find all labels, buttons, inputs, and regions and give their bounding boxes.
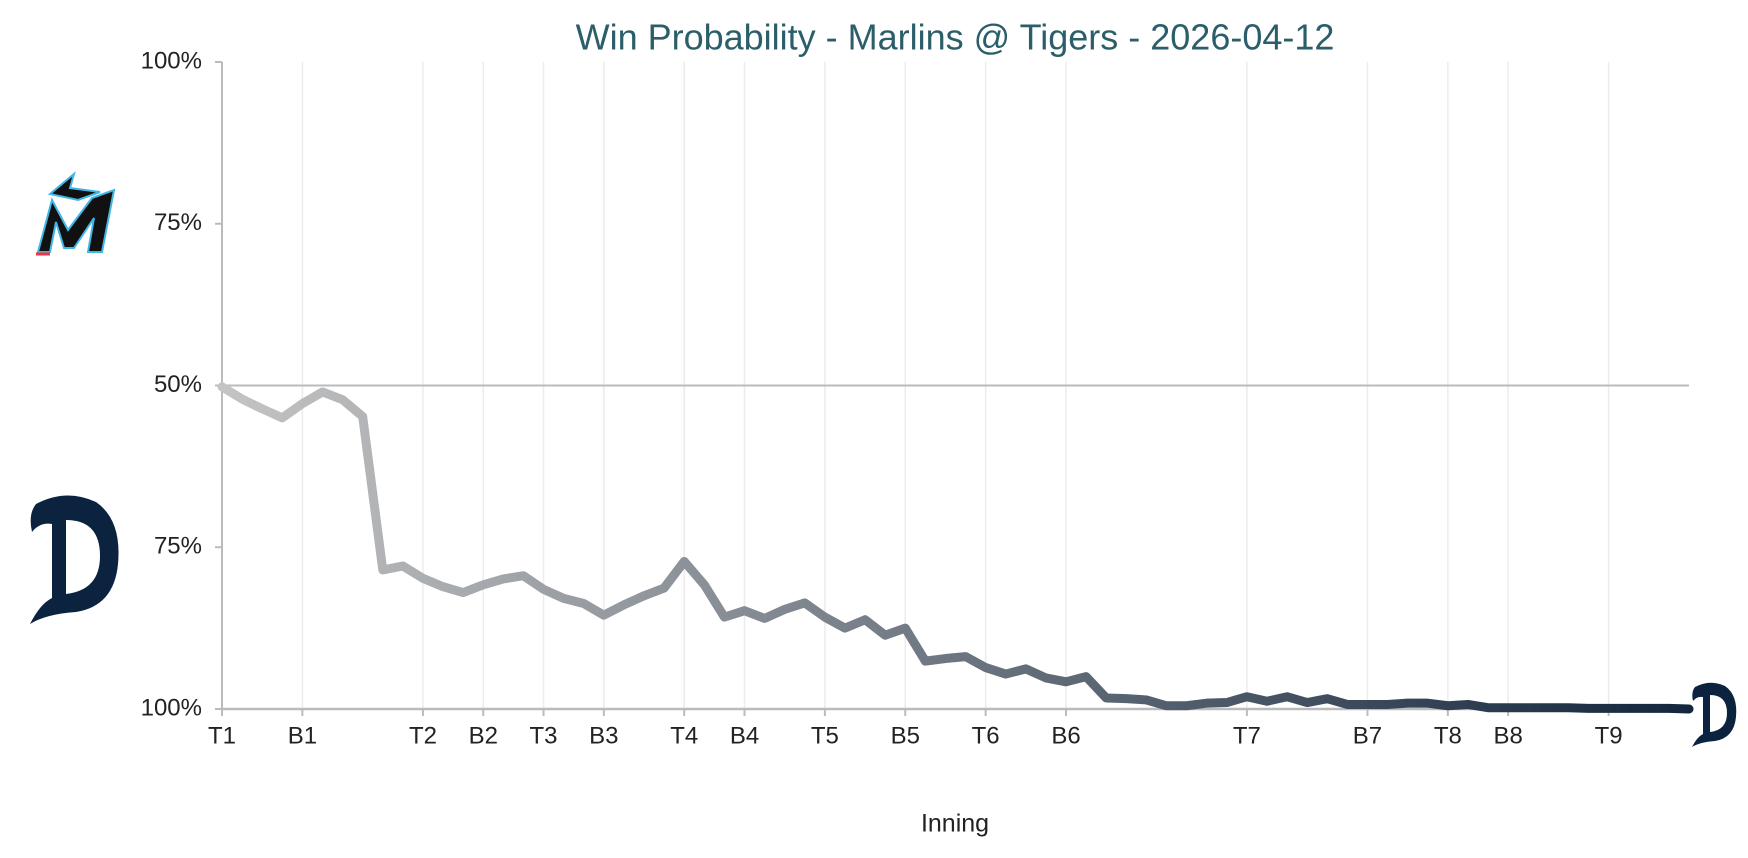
x-tick-label: B2 <box>469 722 498 749</box>
y-tick-label: 75% <box>154 533 202 560</box>
x-tick-label: T5 <box>811 722 839 749</box>
x-tick-label: B4 <box>730 722 759 749</box>
x-tick-label: B6 <box>1051 722 1080 749</box>
x-tick-label: B3 <box>589 722 618 749</box>
x-tick-label: T3 <box>530 722 558 749</box>
x-tick-label: T7 <box>1233 722 1261 749</box>
win-probability-line <box>217 382 1694 714</box>
x-tick-label: B5 <box>891 722 920 749</box>
x-tick-label: T4 <box>670 722 698 749</box>
y-tick-label: 50% <box>154 371 202 398</box>
y-tick-label: 75% <box>154 209 202 236</box>
y-tick-label: 100% <box>141 47 202 74</box>
x-tick-label: B8 <box>1493 722 1522 749</box>
x-tick-label: T1 <box>208 722 236 749</box>
y-tick-label: 100% <box>141 694 202 721</box>
team-logo <box>30 495 119 624</box>
team-logo <box>36 171 116 256</box>
team-logo <box>1692 682 1737 747</box>
x-tick-label: T6 <box>972 722 1000 749</box>
x-tick-label: T9 <box>1595 722 1623 749</box>
x-tick-label: T8 <box>1434 722 1462 749</box>
x-tick-label: B1 <box>288 722 317 749</box>
x-axis-label: Inning <box>921 810 989 838</box>
x-tick-label: T2 <box>409 722 437 749</box>
chart-title: Win Probability - Marlins @ Tigers - 202… <box>576 17 1335 58</box>
x-tick-label: B7 <box>1353 722 1382 749</box>
